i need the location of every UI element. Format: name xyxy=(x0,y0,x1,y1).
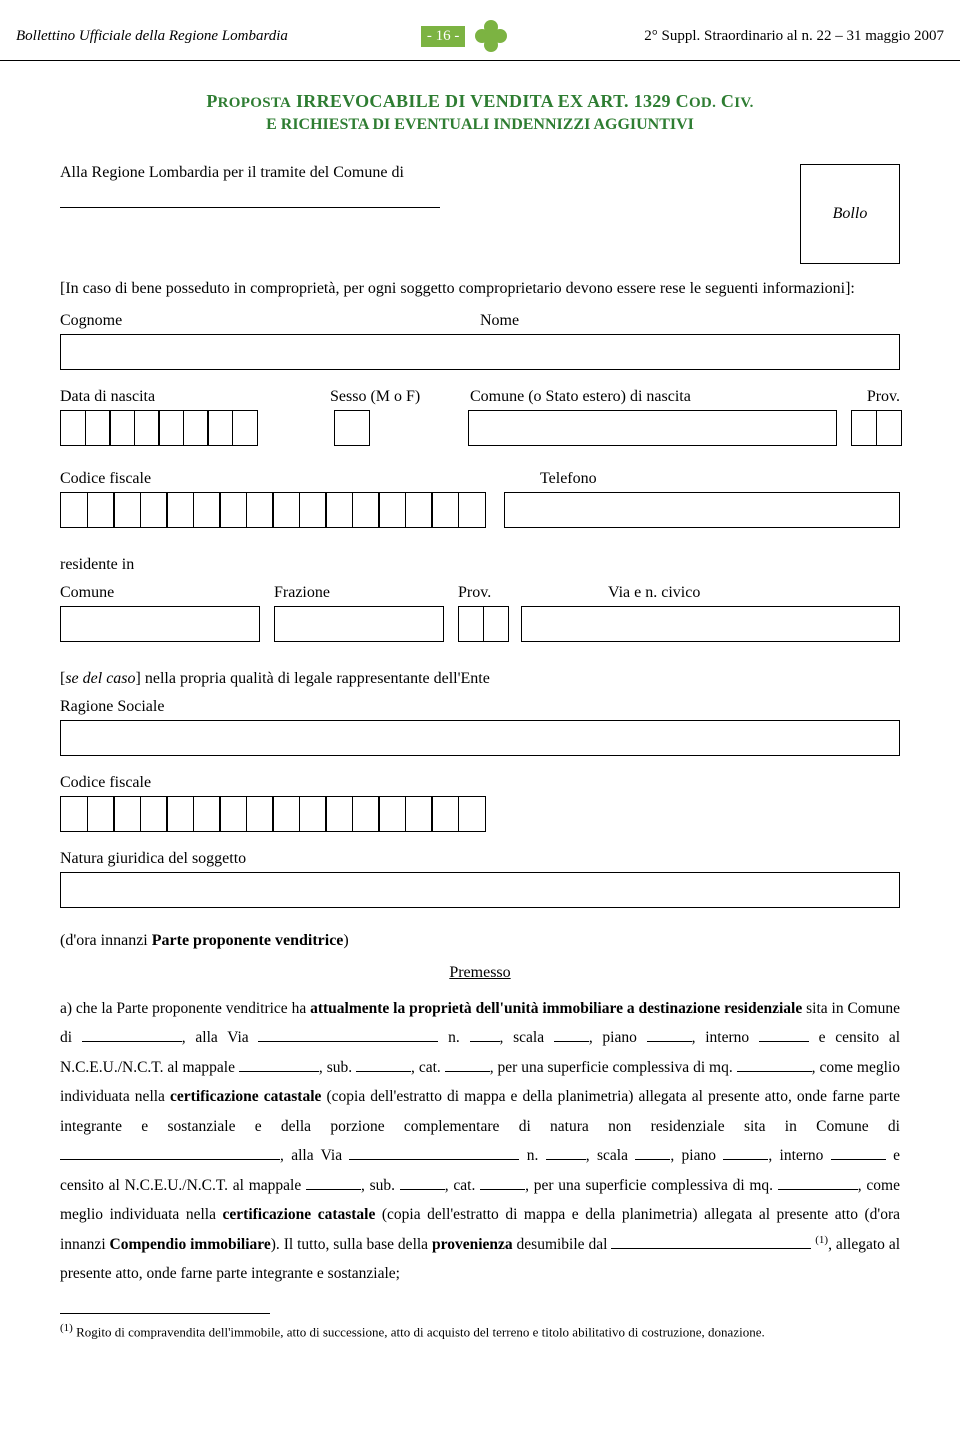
bollo-label: Bollo xyxy=(833,205,868,223)
lombardia-logo-icon xyxy=(471,16,511,56)
birth-labels-row: Data di nascita Sesso (M o F) Comune (o … xyxy=(60,388,900,406)
label-nome: Nome xyxy=(480,312,519,330)
header-right-text: 2° Suppl. Straordinario al n. 22 – 31 ma… xyxy=(644,28,944,45)
address-row: Alla Regione Lombardia per il tramite de… xyxy=(60,164,900,264)
premesso-heading: Premesso xyxy=(60,964,900,982)
header-left-text: Bollettino Ufficiale della Regione Lomba… xyxy=(16,28,288,45)
page-number-badge: - 16 - xyxy=(421,26,466,47)
comune-nascita-input[interactable] xyxy=(468,410,837,446)
bollo-box: Bollo xyxy=(800,164,900,264)
document-body: PROPOSTA IRREVOCABILE DI VENDITA EX ART.… xyxy=(0,61,960,1380)
label-frazione: Frazione xyxy=(274,584,458,602)
natura-giuridica-input[interactable] xyxy=(60,872,900,908)
label-residente: residente in xyxy=(60,556,900,574)
label-telefono: Telefono xyxy=(540,470,597,488)
label-comune-nascita: Comune (o Stato estero) di nascita xyxy=(470,388,840,406)
prov-residenza-input[interactable] xyxy=(458,606,507,642)
via-civico-input[interactable] xyxy=(521,606,900,642)
label-natura-giuridica: Natura giuridica del soggetto xyxy=(60,850,900,868)
sesso-input[interactable] xyxy=(334,410,370,446)
clause-a-text: a) che la Parte proponente venditrice ha… xyxy=(60,994,900,1289)
label-codice-fiscale-2: Codice fiscale xyxy=(60,774,900,792)
label-prov-2: Prov. xyxy=(458,584,608,602)
prov-nascita-input[interactable] xyxy=(851,410,900,446)
label-cognome: Cognome xyxy=(60,312,480,330)
label-ragione-sociale: Ragione Sociale xyxy=(60,698,900,716)
header-center: - 16 - xyxy=(421,16,512,56)
footnote-marker-inline: (1) xyxy=(815,1234,828,1246)
address-line: Alla Regione Lombardia per il tramite de… xyxy=(60,164,440,182)
residenza-labels: Comune Frazione Prov. Via e n. civico xyxy=(60,584,900,602)
residenza-inputs xyxy=(60,606,900,642)
label-sesso: Sesso (M o F) xyxy=(330,388,470,406)
label-prov-1: Prov. xyxy=(840,388,900,406)
cf-tel-labels: Codice fiscale Telefono xyxy=(60,470,900,488)
label-via-civico: Via e n. civico xyxy=(608,584,700,602)
frazione-input[interactable] xyxy=(274,606,444,642)
label-comune: Comune xyxy=(60,584,274,602)
page-header: Bollettino Ufficiale della Regione Lomba… xyxy=(0,0,960,61)
address-blank-line[interactable] xyxy=(60,192,440,208)
cf-tel-row xyxy=(60,492,900,528)
birth-inputs-row xyxy=(60,410,900,446)
footnote-text: (1) Rogito di compravendita dell'immobil… xyxy=(60,1322,900,1340)
footnote-rule xyxy=(60,1313,270,1314)
comune-residenza-input[interactable] xyxy=(60,606,260,642)
telefono-input[interactable] xyxy=(504,492,900,528)
label-data-nascita: Data di nascita xyxy=(60,388,330,406)
data-nascita-input[interactable] xyxy=(60,410,256,446)
cognome-nome-input[interactable] xyxy=(60,334,900,370)
codice-fiscale-input-2[interactable] xyxy=(60,796,900,832)
parte-proponente-line: (d'ora innanzi Parte proponente venditri… xyxy=(60,932,900,950)
codice-fiscale-input-1[interactable] xyxy=(60,492,484,528)
intro-text: [In caso di bene posseduto in comproprie… xyxy=(60,280,900,298)
title-sub: E RICHIESTA DI EVENTUALI INDENNIZZI AGGI… xyxy=(60,116,900,134)
label-codice-fiscale-1: Codice fiscale xyxy=(60,470,540,488)
cognome-nome-labels: Cognome Nome xyxy=(60,312,900,330)
ragione-sociale-input[interactable] xyxy=(60,720,900,756)
title-main: PROPOSTA IRREVOCABILE DI VENDITA EX ART.… xyxy=(60,91,900,112)
legal-rep-line: [se del caso] nella propria qualità di l… xyxy=(60,670,900,688)
